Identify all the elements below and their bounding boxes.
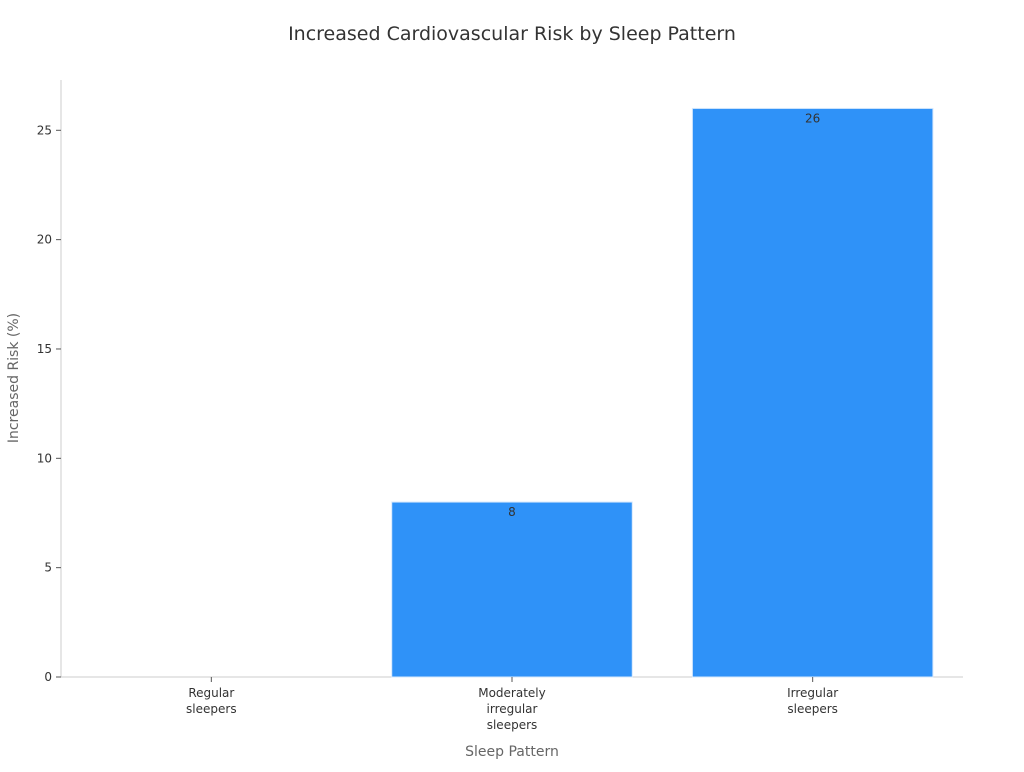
data-label: 8 — [508, 505, 516, 519]
y-axis-label: Increased Risk (%) — [6, 313, 22, 443]
x-tick-label: Irregular — [787, 686, 838, 700]
x-tick-label: sleepers — [787, 702, 838, 716]
x-tick-label: sleepers — [186, 702, 237, 716]
x-axis-label: Sleep Pattern — [465, 744, 559, 760]
y-tick-label: 25 — [37, 123, 52, 137]
x-tick-label: sleepers — [487, 718, 538, 732]
x-tick-label: Moderately — [478, 686, 546, 700]
y-tick-label: 20 — [37, 233, 52, 247]
bar — [691, 107, 934, 678]
y-tick-label: 0 — [44, 670, 52, 684]
bar — [391, 501, 633, 678]
chart-title: Increased Cardiovascular Risk by Sleep P… — [288, 23, 736, 45]
x-tick-label: Regular — [188, 686, 234, 700]
data-label: 26 — [805, 111, 820, 125]
y-tick-label: 5 — [44, 561, 52, 575]
y-tick-label: 15 — [37, 342, 52, 356]
x-tick-label: irregular — [487, 702, 538, 716]
y-tick-label: 10 — [37, 451, 52, 465]
